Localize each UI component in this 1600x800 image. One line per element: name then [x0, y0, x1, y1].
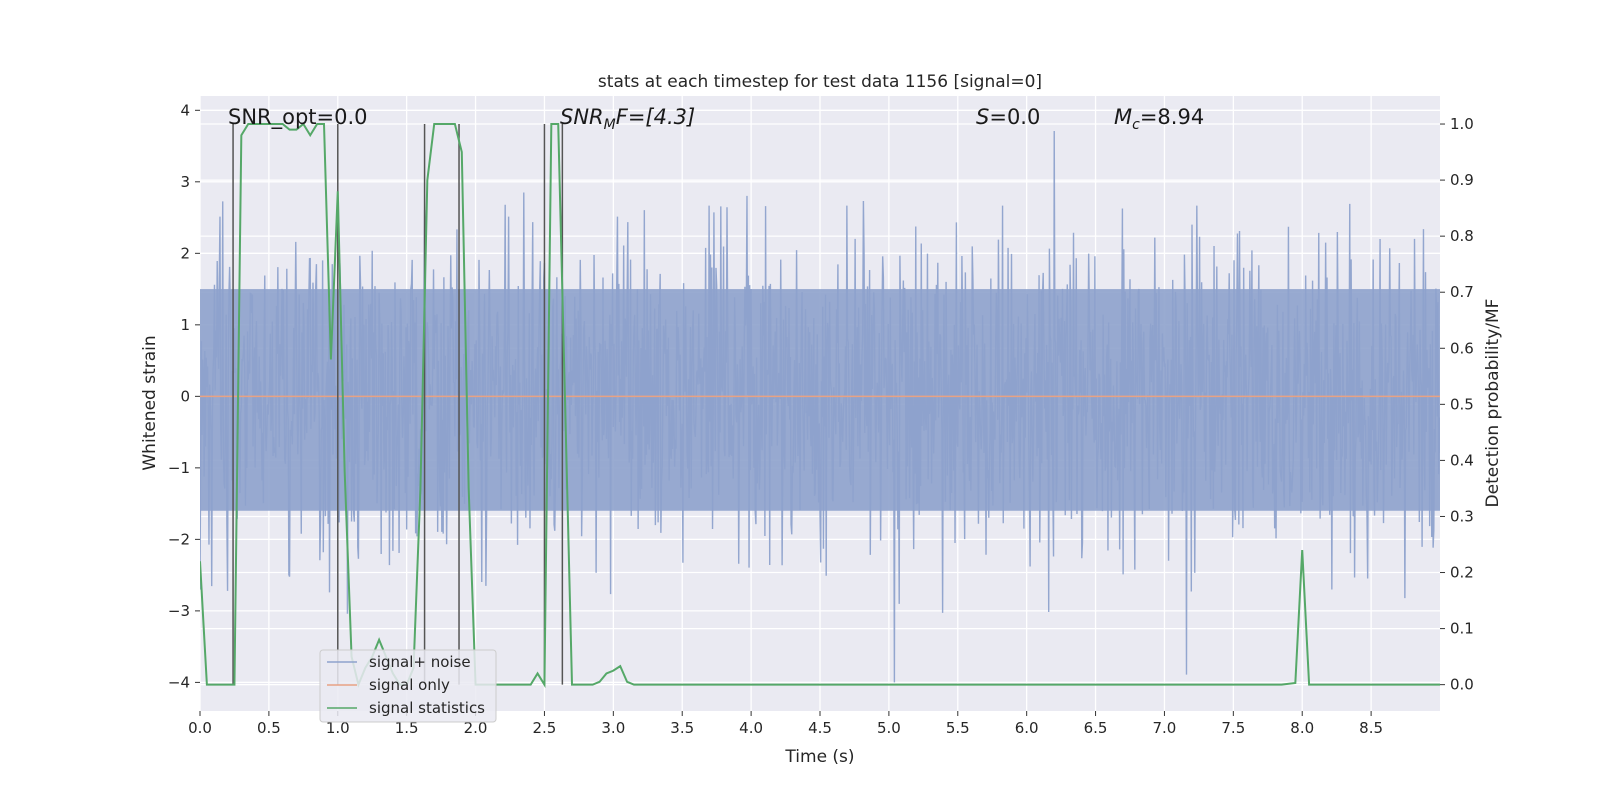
y-tick-label: 3 — [180, 173, 190, 191]
x-tick-label: 3.0 — [601, 719, 625, 737]
y2-tick-label: 0.8 — [1450, 227, 1474, 245]
x-tick-label: 1.5 — [395, 719, 419, 737]
legend-label-signal-noise: signal+ noise — [369, 653, 471, 671]
snr-mf-base: SNR — [560, 105, 604, 129]
y2-tick-label: 0.4 — [1450, 451, 1474, 469]
x-tick-label: 5.0 — [877, 719, 901, 737]
annotation-snr-mf: SNRMF=[4.3] — [560, 105, 695, 133]
annotation-s: S=0.0 — [976, 105, 1040, 129]
y-tick-label: 0 — [180, 387, 190, 405]
y2-tick-label: 1.0 — [1450, 115, 1474, 133]
signal-plus-noise-series — [200, 130, 1440, 683]
mc-rest: =8.94 — [1140, 105, 1204, 129]
x-axis-title: Time (s) — [784, 747, 854, 767]
legend: signal+ noise signal only signal statist… — [319, 649, 497, 723]
snr-mf-rest: F=[4.3] — [616, 105, 695, 129]
y2-tick-label: 0.1 — [1450, 620, 1474, 638]
x-tick-label: 7.5 — [1221, 719, 1245, 737]
x-tick-label: 8.0 — [1290, 719, 1314, 737]
y2-tick-label: 0.7 — [1450, 283, 1474, 301]
x-tick-label: 6.5 — [1084, 719, 1108, 737]
snr-mf-sub: M — [604, 117, 616, 133]
x-tick-label: 1.0 — [326, 719, 350, 737]
y2-tick-label: 0.6 — [1450, 339, 1474, 357]
x-tick-label: 0.5 — [257, 719, 281, 737]
s-value: =0.0 — [989, 105, 1040, 129]
annotation-snr-opt: SNR_opt=0.0 — [228, 105, 368, 130]
y2-tick-label: 0.0 — [1450, 676, 1474, 694]
y-tick-label: 2 — [180, 244, 190, 262]
x-tick-label: 7.0 — [1153, 719, 1177, 737]
y2-tick-label: 0.3 — [1450, 507, 1474, 525]
chart-title: stats at each timestep for test data 115… — [598, 72, 1042, 92]
mc-base: M — [1114, 105, 1132, 129]
legend-box — [319, 649, 497, 723]
y-tick-label: 1 — [180, 316, 190, 334]
annotation-mc: Mc=8.94 — [1114, 105, 1204, 133]
x-tick-label: 4.5 — [808, 719, 832, 737]
x-tick-label: 8.5 — [1359, 719, 1383, 737]
mc-sub: c — [1132, 117, 1140, 133]
y-tick-label: −4 — [168, 673, 190, 691]
legend-label-signal-only: signal only — [369, 676, 450, 694]
axis-ticks: 0.0 0.5 1.0 1.5 2.0 2.5 3.0 3.5 4.0 4.5 5.0 5.5 6.0 6… — [168, 101, 1474, 737]
s-label: S — [976, 105, 989, 129]
y-tick-label: −3 — [168, 602, 190, 620]
legend-label-signal-statistics: signal statistics — [369, 699, 485, 717]
y-tick-label: −2 — [168, 530, 190, 548]
y2-axis-title: Detection probability/MF — [1483, 299, 1503, 508]
x-tick-label: 6.0 — [1015, 719, 1039, 737]
detection-markers — [232, 124, 564, 685]
x-tick-label: 0.0 — [188, 719, 212, 737]
y-tick-label: −1 — [168, 459, 190, 477]
y-tick-label: 4 — [180, 101, 190, 119]
y2-tick-label: 0.2 — [1450, 564, 1474, 582]
signal-noise-core — [200, 289, 1440, 511]
x-tick-label: 4.0 — [739, 719, 763, 737]
x-tick-label: 5.5 — [946, 719, 970, 737]
y2-tick-label: 0.5 — [1450, 395, 1474, 413]
y-axis-title: Whitened strain — [140, 335, 160, 470]
x-tick-label: 3.5 — [670, 719, 694, 737]
x-tick-label: 2.0 — [464, 719, 488, 737]
y2-tick-label: 0.9 — [1450, 171, 1474, 189]
x-tick-label: 2.5 — [533, 719, 557, 737]
